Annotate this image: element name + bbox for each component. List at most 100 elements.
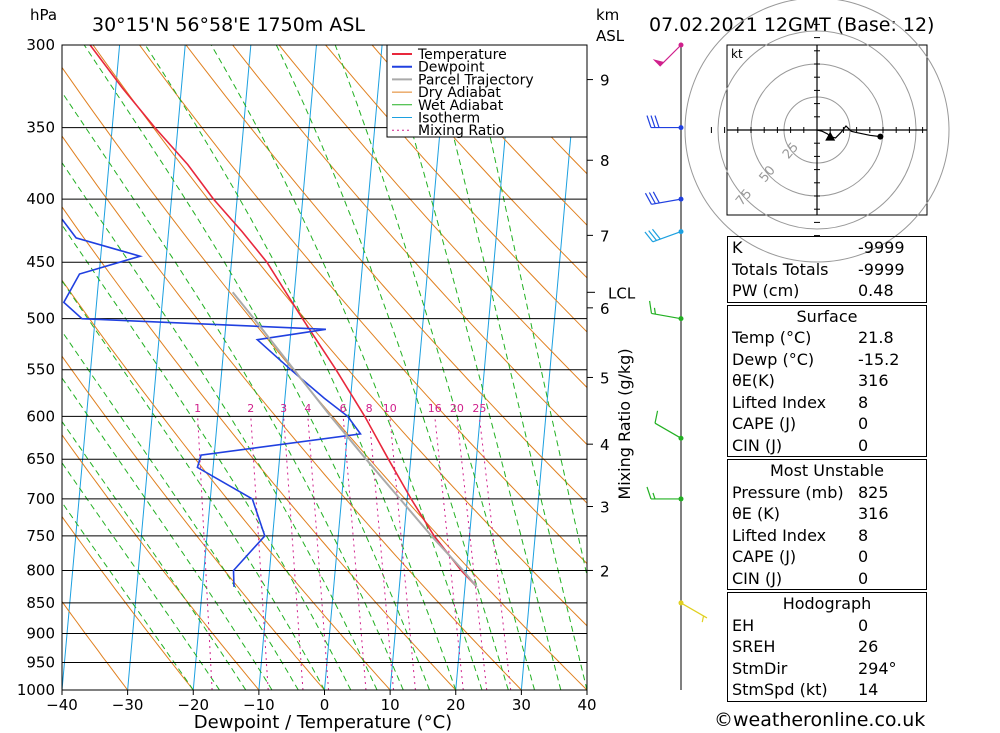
stat-value: -9999: [858, 238, 905, 257]
location-title: 30°15'N 56°58'E 1750m ASL: [92, 14, 365, 36]
stat-value: 294°: [858, 658, 897, 678]
height-tick-label: 5: [600, 369, 610, 387]
hodograph-unit: kt: [731, 47, 743, 61]
dry-adiabat-line: [278, 45, 587, 389]
legend-entry: Mixing Ratio: [418, 123, 504, 139]
mixing-ratio-line: [434, 416, 464, 690]
x-axis-label: Dewpoint / Temperature (°C): [194, 712, 452, 733]
datetime-title: 07.02.2021 12GMT (Base: 12): [649, 14, 934, 36]
pressure-tick-label: 750: [26, 527, 55, 545]
mixing-ratio-line: [342, 416, 367, 690]
height-tick-label: 8: [600, 152, 610, 170]
stat-value: 26: [858, 637, 879, 656]
most-unstable-box: Most Unstable Pressure (mb) 825 θE (K) 316 L…: [727, 459, 927, 590]
dry-adiabat-line: [324, 45, 587, 333]
dry-adiabat-line: [62, 600, 128, 690]
stat-row: CAPE (J) 0: [728, 546, 926, 568]
stat-label: StmDir: [732, 658, 788, 678]
isotherm-line: [62, 45, 121, 690]
stat-label: Dewp (°C): [732, 349, 815, 369]
indices-box: K -9999 Totals Totals -9999 PW (cm) 0.48: [727, 236, 927, 303]
legend-entry: Wet Adiabat: [418, 98, 504, 114]
stat-label: Totals Totals: [732, 259, 829, 279]
stat-value: -15.2: [858, 349, 900, 369]
mixing-ratio-label: 8: [366, 402, 373, 415]
mixing-ratio-line: [478, 416, 512, 690]
stat-label: K: [732, 238, 743, 257]
stat-value: 8: [858, 525, 869, 545]
stat-label: EH: [732, 615, 755, 635]
stats-panel: K -9999 Totals Totals -9999 PW (cm) 0.48 Surf…: [727, 236, 927, 704]
stat-value: 21.8: [858, 328, 894, 347]
stat-value: 0: [858, 547, 869, 566]
isotherm-line: [389, 45, 449, 690]
pressure-tick-label: 900: [26, 625, 55, 643]
stat-value: 0.48: [858, 281, 894, 300]
isotherm-line: [192, 45, 252, 690]
dry-adiabat-line: [62, 206, 457, 690]
isotherm-line: [324, 45, 383, 690]
wind-barb: [646, 115, 684, 131]
stat-label: Lifted Index: [732, 525, 827, 545]
pressure-tick-label: 850: [26, 594, 55, 612]
surface-title: Surface: [796, 306, 858, 326]
dry-adiabat-line: [185, 45, 587, 504]
temperature-tick-label: 40: [577, 696, 596, 714]
mixing-ratio-line: [368, 416, 394, 690]
parcel-trajectory-line: [231, 291, 478, 588]
stat-row: Totals Totals -9999: [728, 259, 926, 281]
hodograph-stats-title: Hodograph: [782, 594, 872, 613]
stat-row: θE(K) 316: [728, 370, 926, 392]
mixing-ratio-label: 6: [340, 402, 347, 415]
pressure-tick-label: 300: [26, 36, 55, 54]
temperature-tick-label: 30: [512, 696, 531, 714]
wind-barb: [646, 486, 684, 502]
isotherm-line: [520, 45, 580, 690]
legend-entry: Parcel Trajectory: [418, 72, 534, 88]
stat-label: StmSpd (kt): [732, 680, 828, 699]
temperature-tick-label: −30: [112, 696, 144, 714]
hodograph-stats-box: Hodograph EH 0 SREH 26 StmDir 294° StmSpd (kt)…: [727, 592, 927, 702]
stat-value: 8: [858, 392, 869, 412]
mixing-ratio-line: [250, 416, 269, 690]
stat-label: Lifted Index: [732, 392, 827, 412]
height-tick-label: 2: [600, 562, 610, 580]
stat-value: 316: [858, 371, 889, 390]
stat-label: CAPE (J): [732, 414, 797, 433]
pressure-tick-label: 700: [26, 490, 55, 508]
dry-adiabat-line: [371, 45, 587, 279]
legend-entry: Temperature: [417, 47, 507, 63]
stat-label: Temp (°C): [732, 328, 812, 347]
stat-row: EH 0: [728, 615, 926, 637]
mixing-ratio-line: [456, 416, 488, 690]
pressure-tick-label: 1000: [17, 681, 55, 699]
stat-label: θE(K): [732, 371, 775, 390]
dewpoint-line: [62, 217, 362, 587]
stat-value: 0: [858, 615, 869, 635]
wet-adiabat-line: [62, 461, 220, 690]
stat-row: PW (cm) 0.48: [728, 280, 926, 302]
temperature-tick-label: −10: [243, 696, 275, 714]
temperature-tick-label: 20: [446, 696, 465, 714]
stat-value: 316: [858, 504, 889, 523]
height-tick-label: 7: [600, 227, 610, 245]
dry-adiabat-line: [418, 45, 587, 226]
pressure-tick-label: 600: [26, 407, 55, 425]
stat-value: 0: [858, 414, 869, 433]
dry-adiabat-line: [62, 135, 522, 690]
isotherm-line: [455, 45, 514, 690]
temperature-tick-label: 0: [320, 696, 330, 714]
stat-value: -9999: [858, 259, 905, 279]
stat-row: Pressure (mb) 825: [728, 482, 926, 504]
lcl-label: LCL: [608, 284, 636, 302]
wet-adiabat-line: [62, 161, 378, 690]
wind-barb: [654, 410, 684, 441]
dry-adiabat-line: [62, 355, 325, 690]
wind-barb: [678, 600, 708, 623]
height-tick-label: 3: [600, 499, 610, 517]
credit-text[interactable]: ©weatheronline.co.uk: [714, 709, 926, 731]
height-tick-label: 4: [600, 436, 610, 454]
